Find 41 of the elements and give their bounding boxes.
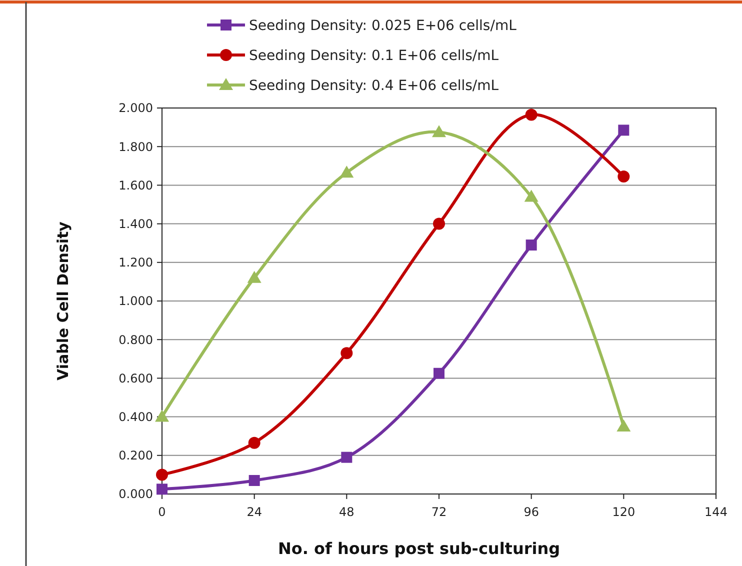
point [618, 170, 630, 183]
y-tick-label: 0.200 [118, 448, 153, 463]
legend-label: Seeding Density: 0.1 E+06 cells/mL [249, 48, 499, 64]
point [156, 484, 168, 495]
y-tick-label: 0.600 [118, 371, 153, 386]
x-tick-label: 144 [704, 505, 728, 519]
point [340, 166, 354, 178]
point [434, 368, 444, 379]
point [248, 474, 260, 486]
point [524, 190, 538, 202]
point [341, 452, 352, 463]
y-tick-label: 0.000 [118, 487, 153, 502]
y-tick-label: 1.400 [118, 217, 153, 231]
point [526, 240, 537, 251]
x-tick-label: 24 [246, 505, 262, 519]
point [156, 468, 168, 481]
legend-label: Seeding Density: 0.025 E+06 cells/mL [249, 18, 517, 34]
point [248, 436, 260, 449]
point [247, 270, 262, 283]
y-tick-label: 1.000 [118, 294, 153, 308]
point [616, 419, 631, 432]
y-tick-label: 2.000 [118, 101, 153, 116]
x-tick-label: 0 [158, 505, 166, 519]
y-tick-label: 1.600 [118, 178, 153, 192]
point [340, 347, 353, 360]
point [618, 124, 630, 136]
x-axis-title: No. of hours post sub-culturing [278, 539, 560, 558]
point [432, 125, 446, 138]
point [155, 410, 169, 422]
y-tick-label: 0.800 [118, 332, 153, 347]
legend-label: Seeding Density: 0.4 E+06 cells/mL [249, 78, 499, 94]
x-tick-label: 48 [339, 505, 354, 519]
point [525, 108, 538, 121]
x-tick-label: 96 [524, 505, 539, 519]
x-tick-label: 120 [612, 505, 636, 519]
point [433, 218, 445, 230]
x-tick-label: 72 [431, 505, 447, 519]
y-tick-label: 1.200 [118, 256, 153, 270]
y-tick-label: 0.400 [118, 410, 153, 424]
y-axis-title: Viable Cell Density [54, 221, 72, 380]
y-tick-label: 1.800 [118, 140, 153, 154]
